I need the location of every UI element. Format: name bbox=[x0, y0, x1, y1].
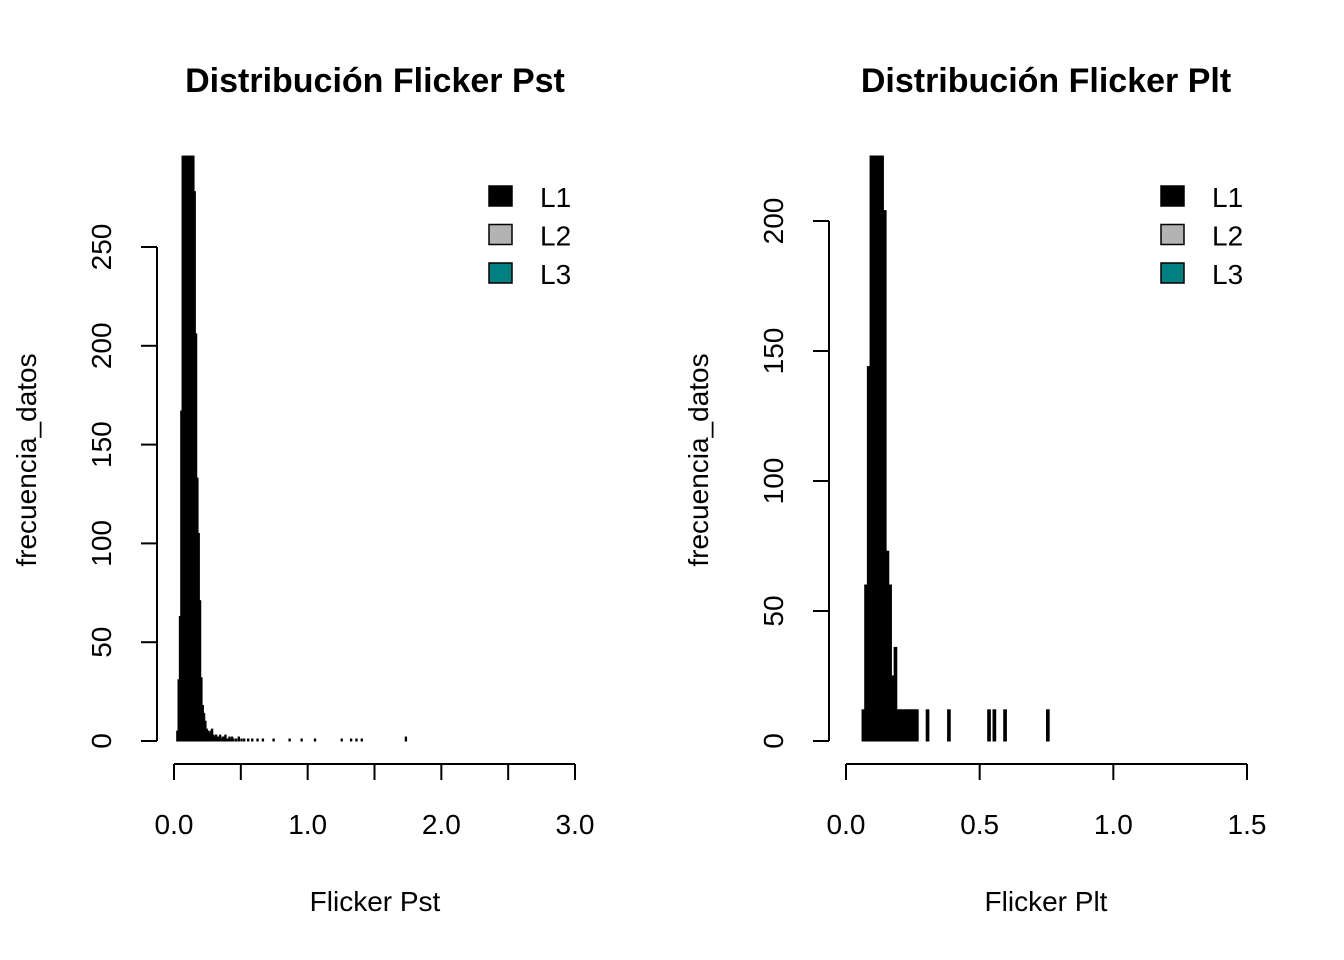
legend-label: L1 bbox=[1212, 182, 1243, 213]
legend-label: L3 bbox=[540, 259, 571, 290]
y-tick-label: 200 bbox=[86, 322, 117, 369]
legend-label: L3 bbox=[1212, 259, 1243, 290]
histogram-bar bbox=[893, 646, 898, 742]
histogram-bar bbox=[915, 709, 919, 742]
legend-swatch bbox=[488, 185, 513, 207]
histogram-bar bbox=[256, 738, 259, 742]
histogram-bar bbox=[234, 738, 238, 742]
histogram-bar bbox=[237, 736, 241, 742]
y-tick-label: 100 bbox=[758, 458, 789, 505]
bars bbox=[176, 155, 408, 742]
histogram-bar bbox=[224, 734, 227, 742]
histogram-bar bbox=[355, 738, 358, 742]
legend-label: L2 bbox=[540, 221, 571, 252]
histogram-bar bbox=[360, 738, 363, 742]
histogram-bar bbox=[232, 738, 235, 742]
y-tick-label: 100 bbox=[86, 520, 117, 567]
legend: L1 L2 L3 bbox=[1160, 182, 1243, 290]
legend-label: L2 bbox=[1212, 221, 1243, 252]
y-tick-label: 200 bbox=[758, 198, 789, 245]
x-tick-label: 2.0 bbox=[422, 809, 461, 840]
histogram-bar bbox=[888, 584, 892, 742]
histogram-bar bbox=[251, 738, 254, 742]
x-tick-label: 0.5 bbox=[960, 809, 999, 840]
histogram-bar bbox=[882, 210, 887, 742]
histogram-bar bbox=[349, 738, 353, 742]
histogram-bar bbox=[247, 738, 250, 742]
histogram-bar bbox=[300, 738, 303, 742]
x-axis-title: Flicker Plt bbox=[985, 886, 1108, 917]
histogram-bar bbox=[925, 709, 930, 742]
legend-swatch bbox=[1160, 185, 1185, 207]
y-axis-title: frecuencia_datos bbox=[11, 353, 42, 566]
histogram-bar bbox=[198, 600, 202, 742]
histogram-bar bbox=[218, 734, 222, 742]
histogram-bar bbox=[1046, 709, 1050, 742]
x-tick-label: 1.0 bbox=[1094, 809, 1133, 840]
legend: L1 L2 L3 bbox=[488, 182, 571, 290]
panel-flicker-pst: Distribución Flicker Pst Flicker Pst fre… bbox=[11, 62, 594, 917]
histogram-bar bbox=[340, 738, 343, 742]
chart-title: Distribución Flicker Pst bbox=[185, 62, 565, 100]
histogram-bar bbox=[992, 709, 997, 742]
histogram-bar bbox=[240, 738, 243, 742]
histogram-bar bbox=[243, 738, 246, 742]
histogram-bar bbox=[947, 709, 951, 742]
y-tick-label: 0 bbox=[86, 733, 117, 749]
histogram-bar bbox=[272, 738, 275, 742]
x-tick-label: 0.0 bbox=[827, 809, 866, 840]
histogram-bar bbox=[987, 709, 991, 742]
legend-label: L1 bbox=[540, 182, 571, 213]
histogram-bar bbox=[313, 738, 317, 742]
legend-swatch bbox=[1160, 262, 1185, 284]
chart-title: Distribución Flicker Plt bbox=[861, 62, 1231, 100]
legend-swatch bbox=[488, 262, 513, 284]
bars bbox=[861, 155, 1050, 742]
x-tick-label: 0.0 bbox=[155, 809, 194, 840]
legend-swatch bbox=[488, 223, 513, 246]
x-axis-title: Flicker Pst bbox=[310, 886, 441, 917]
x-tick-label: 1.0 bbox=[288, 809, 327, 840]
y-tick-label: 150 bbox=[86, 421, 117, 468]
legend-swatch bbox=[1160, 223, 1185, 246]
y-tick-label: 150 bbox=[758, 328, 789, 375]
histogram-bar bbox=[261, 738, 265, 742]
x-tick-label: 3.0 bbox=[556, 809, 595, 840]
x-tick-label: 1.5 bbox=[1228, 809, 1267, 840]
y-axis-title: frecuencia_datos bbox=[683, 353, 714, 566]
panel-flicker-plt: Distribución Flicker Plt Flicker Plt fre… bbox=[683, 62, 1266, 917]
y-tick-label: 50 bbox=[86, 627, 117, 658]
y-tick-label: 0 bbox=[758, 733, 789, 749]
histogram-bar bbox=[288, 738, 291, 742]
y-tick-label: 50 bbox=[758, 595, 789, 626]
histogram-bar bbox=[1003, 709, 1007, 742]
y-tick-label: 250 bbox=[86, 224, 117, 271]
histogram-bar bbox=[404, 736, 408, 742]
